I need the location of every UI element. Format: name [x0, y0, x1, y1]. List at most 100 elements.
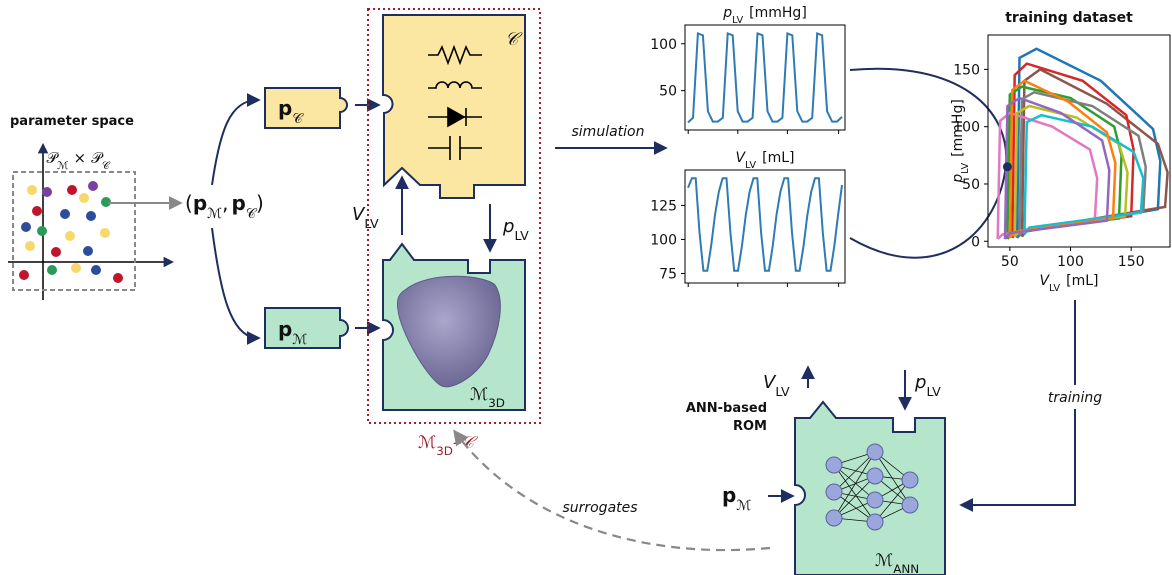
symbol-sub: LV — [775, 384, 790, 399]
symbol-sub: ℳ — [736, 498, 751, 514]
samples-part — [79, 193, 89, 203]
symbol-sub: ANN — [893, 562, 919, 575]
network-part-part — [867, 444, 883, 460]
samples-part — [25, 241, 35, 251]
parameter-space-title: parameter space — [10, 114, 134, 129]
samples-part — [60, 209, 70, 219]
symbol-sub: ℳ — [292, 332, 307, 348]
symbol-sub: LV — [364, 216, 379, 231]
plot-title: VLV[mL] — [735, 150, 794, 171]
y-tick-label: 100 — [650, 232, 677, 248]
training-label: training — [1048, 390, 1102, 406]
samples-part — [88, 181, 98, 191]
symbol-unit: [mL] — [762, 150, 794, 166]
samples-part — [100, 228, 110, 238]
samples-part — [83, 246, 93, 256]
plot-title: training dataset — [1005, 10, 1133, 26]
x-tick-label: 50 — [1001, 254, 1019, 270]
samples-part — [51, 247, 61, 257]
symbol-main: p — [950, 174, 966, 184]
set-m: 𝒫ℳ — [46, 149, 68, 172]
y-tick-label: 100 — [650, 37, 677, 53]
marker — [1003, 162, 1012, 171]
paren: ) — [256, 191, 264, 215]
comma: , — [222, 191, 228, 215]
parameter-set-label: 𝒫ℳ ×𝒫𝒞 — [46, 149, 110, 172]
symbol-unit: [mL] — [1066, 273, 1098, 289]
circulation-block — [383, 15, 525, 198]
samples-part — [47, 265, 57, 275]
samples-part — [42, 187, 52, 197]
plot-title: pLV[mmHg] — [722, 5, 807, 26]
symbol-sub: LV — [514, 228, 529, 243]
x-tick-label: 150 — [1118, 254, 1145, 270]
symbol-sub: 3D — [488, 396, 505, 410]
network-part-part — [867, 514, 883, 530]
rom-input: pℳ — [722, 483, 751, 514]
symbol-main: p — [231, 191, 245, 215]
times: × — [74, 149, 87, 167]
volume-coupling: VLV — [352, 204, 379, 231]
symbol-sub: 𝒞 — [292, 111, 304, 127]
samples-part — [27, 185, 37, 195]
symbol-main: ℳ — [875, 551, 893, 571]
x-tick-label: 100 — [1057, 254, 1084, 270]
symbol-sub: 3D — [436, 444, 453, 458]
rom-volume: VLV — [763, 372, 790, 399]
symbol-main: ℳ — [470, 385, 488, 405]
symbol-sub: LV — [1049, 283, 1060, 294]
samples-part — [113, 273, 123, 283]
coupled-model-label: ℳ3D–𝒞 — [418, 433, 478, 458]
rom-title: ROM — [733, 419, 767, 434]
y-axis-label: pLV[mmHg] — [950, 99, 971, 184]
network-part-part — [826, 510, 842, 526]
samples-part — [86, 211, 96, 221]
link — [850, 164, 1006, 258]
network-part-part — [902, 472, 918, 488]
symbol-main: p — [502, 216, 514, 237]
x-axis-label: VLV[mL] — [1039, 273, 1098, 294]
symbol-unit: [mmHg] — [950, 99, 966, 157]
samples-part — [67, 185, 77, 195]
pressure-coupling: pLV — [502, 216, 529, 243]
parameter-space: parameter space 𝒫ℳ ×𝒫𝒞 (pℳ,p𝒞) — [8, 100, 264, 338]
samples-part — [37, 226, 47, 236]
samples — [19, 181, 123, 283]
y-tick-label: 150 — [953, 62, 980, 78]
arrow — [212, 100, 258, 185]
symbol-sub: LV — [926, 384, 941, 399]
rom-block — [795, 402, 945, 575]
series-line — [688, 33, 842, 122]
pv-loop — [1017, 49, 1160, 238]
network-part-part — [826, 457, 842, 473]
rom-title: ANN-based — [686, 401, 767, 416]
y-tick-label: 75 — [659, 266, 677, 282]
samples-part — [21, 222, 31, 232]
pair-second: p𝒞 — [231, 191, 257, 222]
link — [850, 69, 1006, 164]
network-part-part — [867, 468, 883, 484]
diagram: parameter space 𝒫ℳ×𝒫𝒞 (pℳ,p𝒞) p𝒞 pℳ 𝒞 ℳ3… — [0, 0, 1172, 575]
surrogates-label: surrogates — [562, 500, 637, 516]
symbol-main: p — [278, 96, 292, 120]
samples-part — [32, 206, 42, 216]
symbol-main: p — [193, 191, 207, 215]
symbol-sub: 𝒞 — [102, 160, 111, 172]
parameter-pair: (pℳ,p𝒞) — [185, 191, 264, 222]
symbol-sub: LV — [732, 15, 743, 26]
arrow — [212, 228, 258, 338]
symbol-unit: [mmHg] — [749, 5, 807, 21]
network-part-part — [902, 497, 918, 513]
symbol-main: p — [722, 483, 736, 507]
y-tick-label: 0 — [971, 234, 980, 250]
samples-part — [91, 265, 101, 275]
symbol-main: p — [914, 372, 926, 393]
set-c: 𝒫𝒞 — [91, 149, 111, 172]
rom-pressure: pLV — [914, 372, 941, 399]
samples-part — [19, 270, 29, 280]
time-plot: VLV[mL] 75 100 125 — [650, 150, 845, 287]
symbol-main: ℳ — [418, 433, 436, 453]
symbol-main: p — [278, 317, 292, 341]
y-tick-label: 125 — [650, 198, 677, 214]
